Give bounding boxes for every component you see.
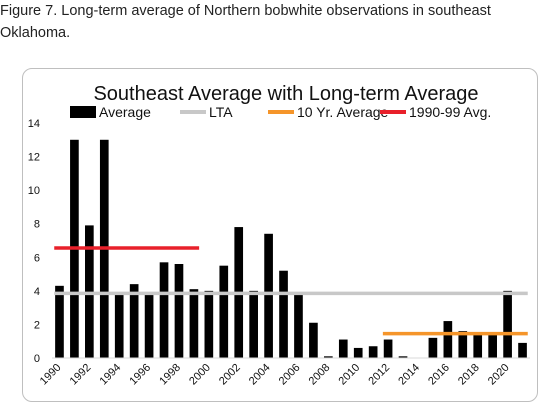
x-tick-label-12: 2014 <box>396 362 422 388</box>
bar-2015 <box>428 337 438 358</box>
bar-2004 <box>264 233 273 358</box>
bar-2011 <box>368 346 378 358</box>
legend-label-2: 10 Yr. Average <box>297 104 389 120</box>
bar-1997 <box>159 262 169 358</box>
x-tick-label-13: 2016 <box>426 362 452 388</box>
legend-label-3: 1990-99 Avg. <box>409 104 491 120</box>
bar-2021 <box>518 342 527 358</box>
y-tick-label-7: 14 <box>28 118 40 130</box>
bar-1996 <box>144 294 154 358</box>
legend-label-0: Average <box>99 104 151 120</box>
y-axis: 0 2 4 6 8 10 12 14 <box>28 118 40 365</box>
bar-1998 <box>174 264 184 358</box>
y-tick-label-6: 12 <box>28 152 40 164</box>
y-tick-label-2: 4 <box>34 286 40 298</box>
bar-2012 <box>383 339 393 358</box>
y-tick-label-3: 6 <box>34 252 40 264</box>
bar-2020 <box>503 290 512 358</box>
x-tick-label-4: 1998 <box>157 362 183 388</box>
chart-title: Southeast Average with Long-term Average <box>93 83 478 105</box>
x-tick-label-7: 2004 <box>247 362 273 388</box>
bar-2005 <box>279 270 288 358</box>
bar-2013 <box>398 356 408 358</box>
legend: Average LTA 10 Yr. Average 1990-99 Avg. <box>70 104 491 120</box>
bar-2000 <box>204 290 214 358</box>
figure-caption: Figure 7. Long-term average of Northern … <box>0 3 491 41</box>
x-tick-label-2: 1994 <box>98 362 124 388</box>
bar-2016 <box>443 321 453 358</box>
x-tick-label-3: 1996 <box>127 362 153 388</box>
bar-2019 <box>488 332 497 358</box>
y-tick-label-1: 2 <box>34 319 40 331</box>
bar-1995 <box>129 284 139 358</box>
x-tick-label-10: 2010 <box>337 362 363 388</box>
bar-1994 <box>114 292 124 358</box>
x-tick-label-5: 2000 <box>187 362 213 388</box>
x-tick-label-8: 2006 <box>277 362 303 388</box>
bar-2017 <box>458 331 468 358</box>
bar-2006 <box>294 294 303 358</box>
bar-2009 <box>338 339 348 358</box>
bar-2003 <box>249 290 258 358</box>
x-tick-label-6: 2002 <box>217 362 243 388</box>
bar-2010 <box>353 347 363 358</box>
x-tick-label-1: 1992 <box>68 362 94 388</box>
y-tick-label-0: 0 <box>34 353 40 365</box>
y-tick-label-4: 8 <box>34 219 40 231</box>
y-tick-label-5: 10 <box>28 185 40 197</box>
bar-2008 <box>324 356 333 358</box>
x-tick-label-9: 2008 <box>307 362 333 388</box>
bar-1990 <box>55 285 64 358</box>
bar-2001 <box>219 265 229 358</box>
legend-swatch-0 <box>70 106 96 118</box>
legend-label-1: LTA <box>209 104 233 120</box>
x-tick-label-15: 2020 <box>486 362 512 388</box>
x-tick-label-14: 2018 <box>456 362 482 388</box>
reference-lines <box>54 246 528 336</box>
bar-2007 <box>309 322 318 358</box>
bar-1999 <box>189 289 199 358</box>
x-axis: 1990 1992 1994 1996 1998 2000 2002 2004 2006 2008… <box>38 357 530 388</box>
bar-2018 <box>473 334 483 358</box>
x-tick-label-11: 2012 <box>366 362 392 388</box>
x-tick-label-0: 1990 <box>38 362 64 388</box>
